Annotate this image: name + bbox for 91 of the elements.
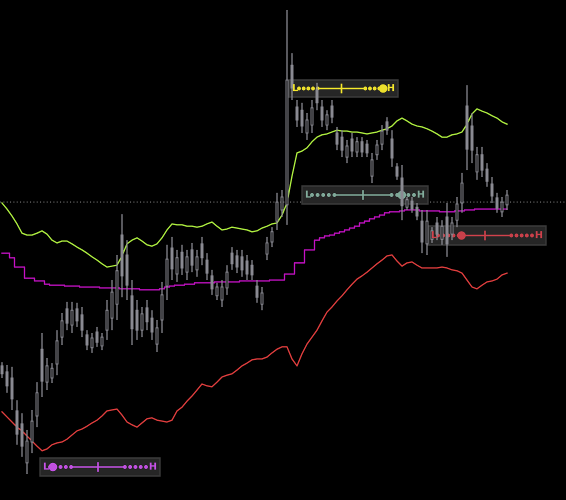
candlestick bbox=[26, 429, 28, 475]
candlestick bbox=[320, 99, 324, 128]
candlestick bbox=[256, 279, 258, 304]
annotation: H bbox=[418, 190, 424, 198]
text: H bbox=[536, 231, 542, 238]
candlestick bbox=[230, 246, 234, 270]
candlestick bbox=[100, 332, 104, 351]
candlestick bbox=[50, 362, 54, 384]
candlestick bbox=[296, 99, 298, 128]
candlestick bbox=[276, 192, 278, 231]
candlestick bbox=[360, 136, 364, 158]
candlestick bbox=[146, 299, 148, 331]
candlestick bbox=[56, 330, 58, 376]
candlestick bbox=[36, 382, 38, 428]
annotation: L bbox=[292, 84, 298, 92]
candlestick bbox=[30, 409, 34, 454]
candlestick bbox=[370, 152, 374, 184]
candlestick bbox=[136, 299, 138, 341]
candlestick bbox=[220, 279, 224, 308]
candlestick bbox=[96, 326, 98, 348]
candlestick bbox=[450, 216, 454, 241]
candlestick bbox=[216, 282, 218, 301]
candlestick bbox=[396, 162, 398, 180]
candlestick bbox=[186, 249, 188, 281]
candlestick bbox=[180, 244, 184, 276]
candlestick bbox=[176, 249, 178, 283]
annotation: L bbox=[44, 462, 49, 470]
candlestick bbox=[0, 362, 4, 379]
candlestick bbox=[270, 226, 274, 248]
candlestick bbox=[416, 202, 418, 221]
candlestick bbox=[60, 312, 64, 346]
candlestick bbox=[200, 236, 204, 266]
candlestick bbox=[340, 130, 344, 158]
candlestick bbox=[70, 301, 74, 334]
candlestick bbox=[310, 99, 314, 134]
candlestick bbox=[350, 132, 354, 158]
candlestick bbox=[366, 139, 368, 158]
candlestick bbox=[476, 146, 478, 180]
candlestick bbox=[46, 357, 48, 391]
candlestick bbox=[6, 364, 8, 394]
annotation: H bbox=[150, 462, 156, 470]
candlestick bbox=[300, 102, 304, 134]
candlestick bbox=[86, 330, 88, 351]
candlestick bbox=[330, 99, 334, 124]
candlestick bbox=[456, 196, 458, 228]
candlestick bbox=[420, 209, 424, 254]
candlestick bbox=[90, 332, 94, 354]
candlestick bbox=[250, 259, 254, 281]
candlestick bbox=[170, 236, 174, 281]
candlestick bbox=[190, 242, 194, 273]
candlestick bbox=[16, 400, 18, 446]
candlestick bbox=[290, 52, 294, 101]
candlestick bbox=[140, 306, 144, 338]
candlestick bbox=[226, 264, 228, 296]
candlestick bbox=[76, 302, 78, 328]
candlestick bbox=[480, 146, 484, 178]
candlestick bbox=[266, 236, 268, 261]
candlestick bbox=[496, 192, 498, 214]
candlestick bbox=[80, 306, 84, 338]
candlestick bbox=[20, 412, 24, 458]
annotation: H bbox=[388, 84, 394, 92]
candlestick bbox=[500, 196, 504, 218]
candlestick bbox=[236, 249, 238, 274]
candlestick bbox=[150, 310, 154, 341]
candlestick bbox=[346, 139, 348, 164]
candlestick bbox=[240, 249, 244, 278]
candlestick bbox=[260, 286, 264, 311]
candlestick bbox=[380, 124, 384, 151]
candlestick bbox=[486, 162, 488, 188]
candlestick bbox=[156, 319, 158, 353]
candlestick bbox=[106, 299, 108, 341]
candlestick bbox=[210, 269, 214, 296]
candlestick bbox=[326, 110, 328, 131]
candlestick bbox=[206, 252, 208, 281]
candlestick bbox=[246, 254, 248, 281]
candlestick bbox=[410, 196, 414, 214]
candlestick bbox=[306, 112, 308, 141]
candlestick bbox=[280, 189, 284, 218]
candlestick bbox=[196, 249, 198, 278]
candlestick bbox=[336, 126, 338, 151]
candlestick bbox=[356, 136, 358, 158]
candlestick bbox=[376, 139, 378, 160]
candlestick bbox=[66, 301, 68, 331]
candlestick bbox=[390, 130, 394, 168]
candlestick bbox=[10, 366, 14, 411]
candlestick bbox=[426, 209, 428, 256]
candlestick bbox=[386, 116, 388, 136]
candlestick bbox=[506, 189, 508, 211]
candlestick bbox=[490, 176, 494, 204]
candlestick bbox=[460, 172, 464, 214]
annotation: L bbox=[306, 190, 311, 198]
